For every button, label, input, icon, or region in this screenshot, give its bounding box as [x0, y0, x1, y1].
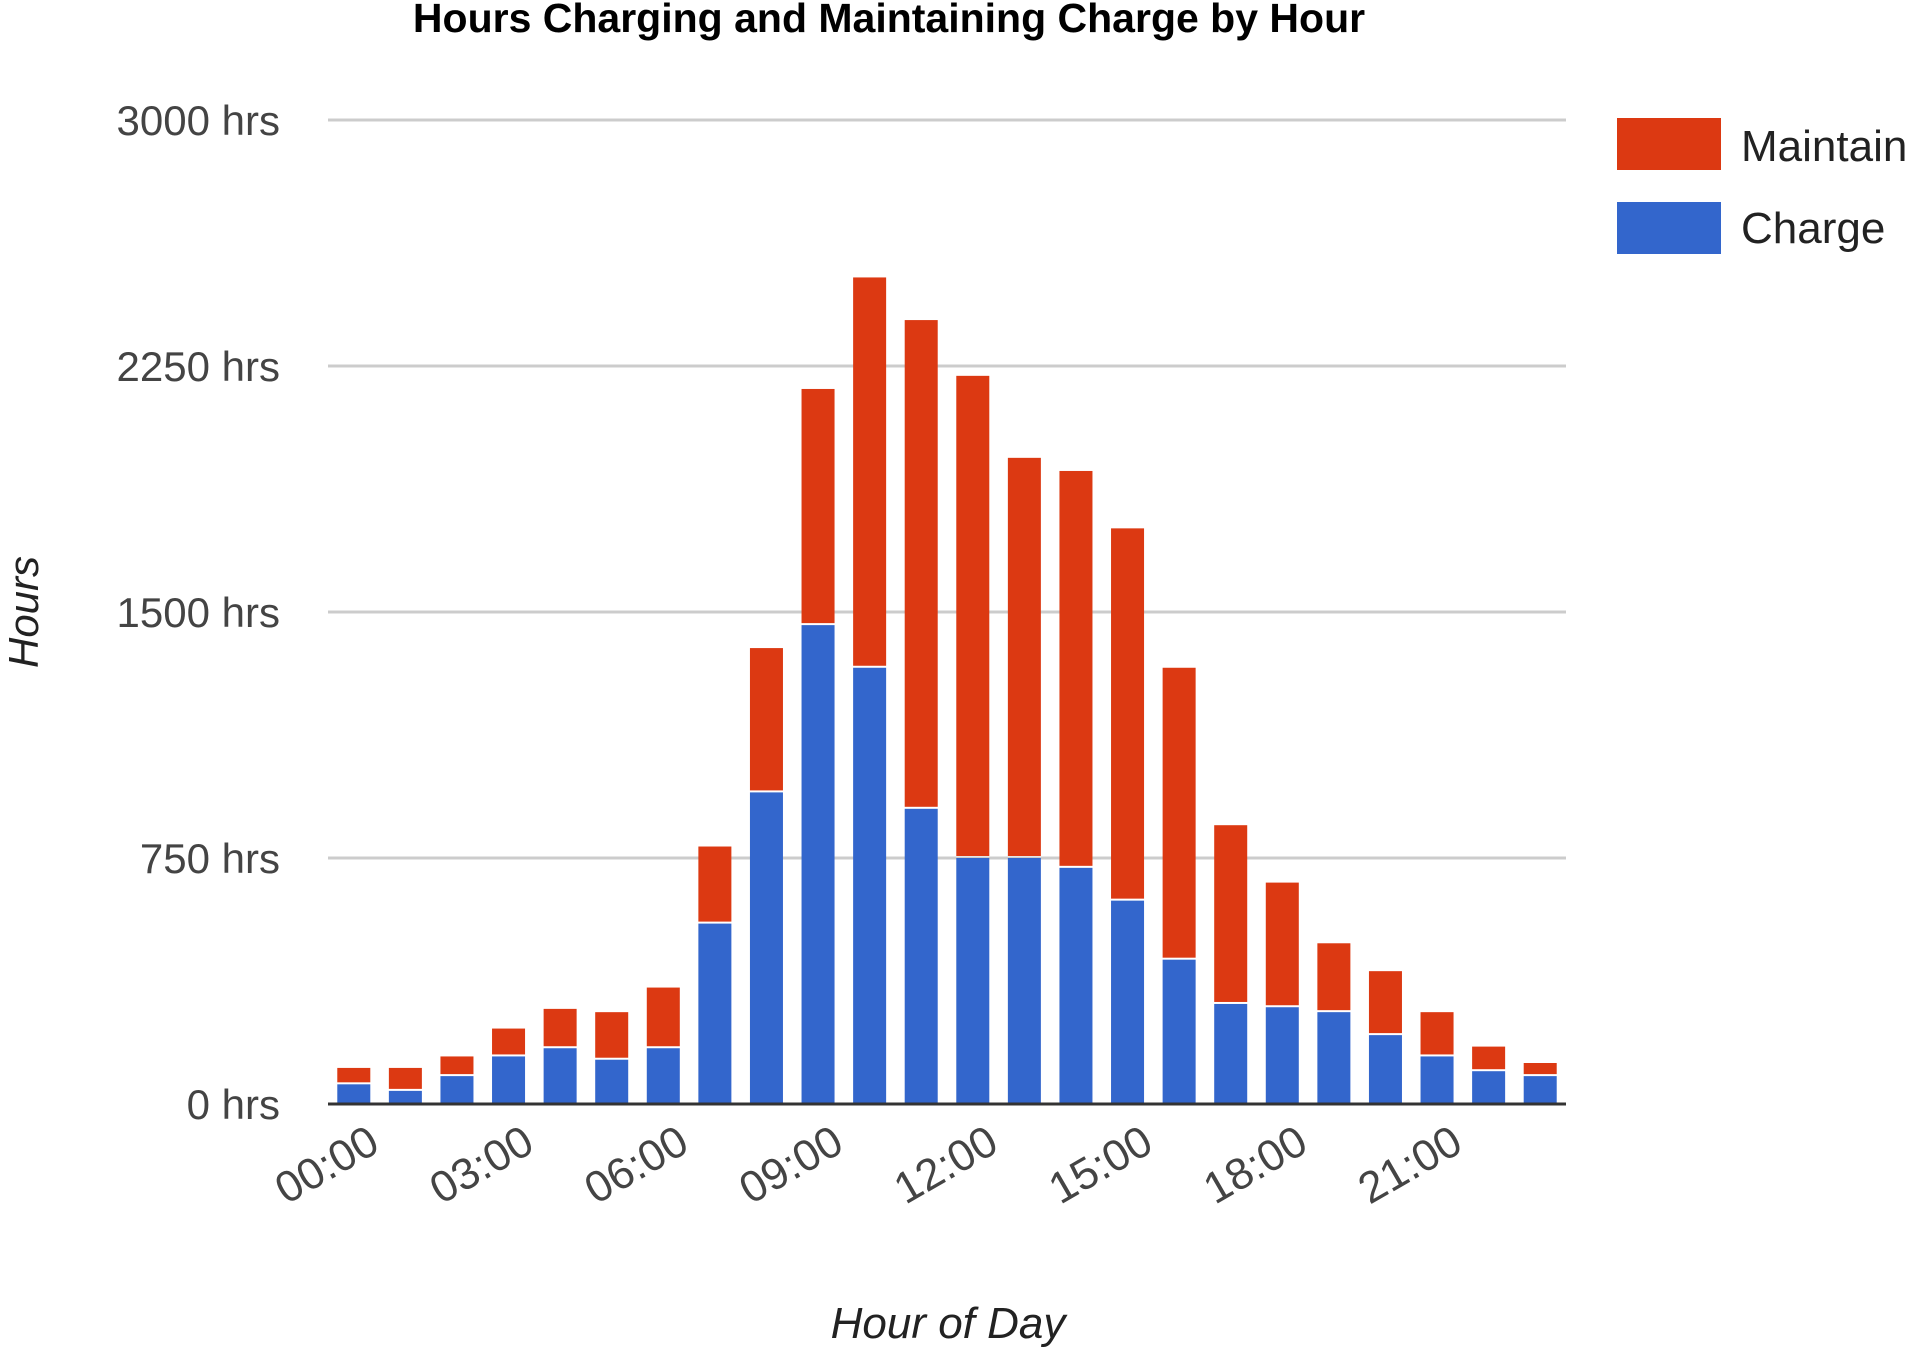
bar-maintain-0700 — [698, 846, 732, 922]
y-tick-label: 2250 hrs — [117, 343, 280, 390]
bar-maintain-1100 — [904, 320, 938, 807]
x-tick-label: 09:00 — [731, 1116, 851, 1213]
bar-maintain-2200 — [1472, 1046, 1506, 1070]
x-tick-label: 03:00 — [422, 1116, 542, 1213]
bar-charge-0100 — [388, 1090, 422, 1104]
legend-label-charge: Charge — [1741, 204, 1885, 253]
bar-charge-1300 — [1007, 858, 1041, 1104]
bar-maintain-1800 — [1265, 882, 1299, 1006]
bar-charge-0500 — [595, 1059, 629, 1104]
x-tick-label: 12:00 — [886, 1116, 1006, 1213]
x-tick-label: 06:00 — [576, 1116, 696, 1213]
x-tick-label: 18:00 — [1195, 1116, 1315, 1213]
x-tick-label: 21:00 — [1350, 1116, 1470, 1213]
bar-charge-0000 — [337, 1084, 371, 1104]
bar-charge-0600 — [646, 1048, 680, 1104]
bar-maintain-0900 — [801, 388, 835, 624]
bars — [337, 277, 1557, 1104]
gridlines — [328, 118, 1566, 860]
bar-charge-1100 — [904, 808, 938, 1104]
bar-maintain-1000 — [853, 277, 887, 666]
bar-maintain-2000 — [1368, 971, 1402, 1034]
bar-maintain-0200 — [440, 1056, 474, 1075]
bar-charge-1600 — [1162, 959, 1196, 1104]
bar-maintain-0300 — [492, 1028, 526, 1055]
bar-charge-1700 — [1214, 1003, 1248, 1104]
bar-charge-1400 — [1059, 867, 1093, 1104]
chart-title: Hours Charging and Maintaining Charge by… — [413, 0, 1365, 41]
y-axis-label: Hours — [0, 556, 47, 668]
bar-maintain-1900 — [1317, 943, 1351, 1011]
bar-maintain-0600 — [646, 987, 680, 1047]
legend-label-maintain: Maintain — [1741, 122, 1907, 171]
x-axis-label: Hour of Day — [831, 1299, 1069, 1348]
bar-charge-1900 — [1317, 1012, 1351, 1104]
x-axis-tick-labels: 00:00 03:00 06:00 09:00 12:00 15:00 18:00 21:00 — [267, 1116, 1470, 1213]
y-tick-label: 3000 hrs — [117, 97, 280, 144]
bar-maintain-2100 — [1420, 1012, 1454, 1055]
bar-maintain-1500 — [1111, 528, 1145, 899]
x-tick-label: 15:00 — [1041, 1116, 1161, 1213]
y-axis-tick-labels: 0 hrs 750 hrs 1500 hrs 2250 hrs 3000 hrs — [117, 97, 280, 1128]
bar-charge-0800 — [749, 792, 783, 1104]
x-tick-label: 00:00 — [267, 1116, 387, 1213]
bar-maintain-0000 — [337, 1067, 371, 1083]
y-tick-label: 1500 hrs — [117, 589, 280, 636]
bar-maintain-1400 — [1059, 470, 1093, 866]
bar-charge-2200 — [1472, 1071, 1506, 1104]
bar-charge-2100 — [1420, 1056, 1454, 1104]
legend: Maintain Charge — [1617, 118, 1907, 254]
bar-charge-1200 — [956, 858, 990, 1104]
y-tick-label: 0 hrs — [187, 1081, 280, 1128]
bar-maintain-0800 — [749, 648, 783, 791]
bar-charge-1500 — [1111, 900, 1145, 1104]
bar-charge-0900 — [801, 625, 835, 1104]
bar-maintain-1700 — [1214, 825, 1248, 1002]
bar-maintain-0100 — [388, 1067, 422, 1089]
legend-swatch-charge — [1617, 202, 1721, 254]
bar-charge-0300 — [492, 1056, 526, 1104]
bar-maintain-1200 — [956, 375, 990, 856]
bar-maintain-1300 — [1007, 457, 1041, 856]
bar-charge-1800 — [1265, 1007, 1299, 1104]
bar-maintain-0500 — [595, 1012, 629, 1058]
bar-maintain-0400 — [543, 1008, 577, 1047]
bar-charge-0400 — [543, 1048, 577, 1104]
y-tick-label: 750 hrs — [140, 835, 280, 882]
bar-maintain-2300 — [1523, 1063, 1557, 1075]
bar-charge-2300 — [1523, 1076, 1557, 1104]
bar-charge-0200 — [440, 1076, 474, 1104]
legend-swatch-maintain — [1617, 118, 1721, 170]
bar-charge-2000 — [1368, 1035, 1402, 1104]
bar-charge-0700 — [698, 923, 732, 1104]
bar-maintain-1600 — [1162, 667, 1196, 958]
bar-charge-1000 — [853, 667, 887, 1104]
